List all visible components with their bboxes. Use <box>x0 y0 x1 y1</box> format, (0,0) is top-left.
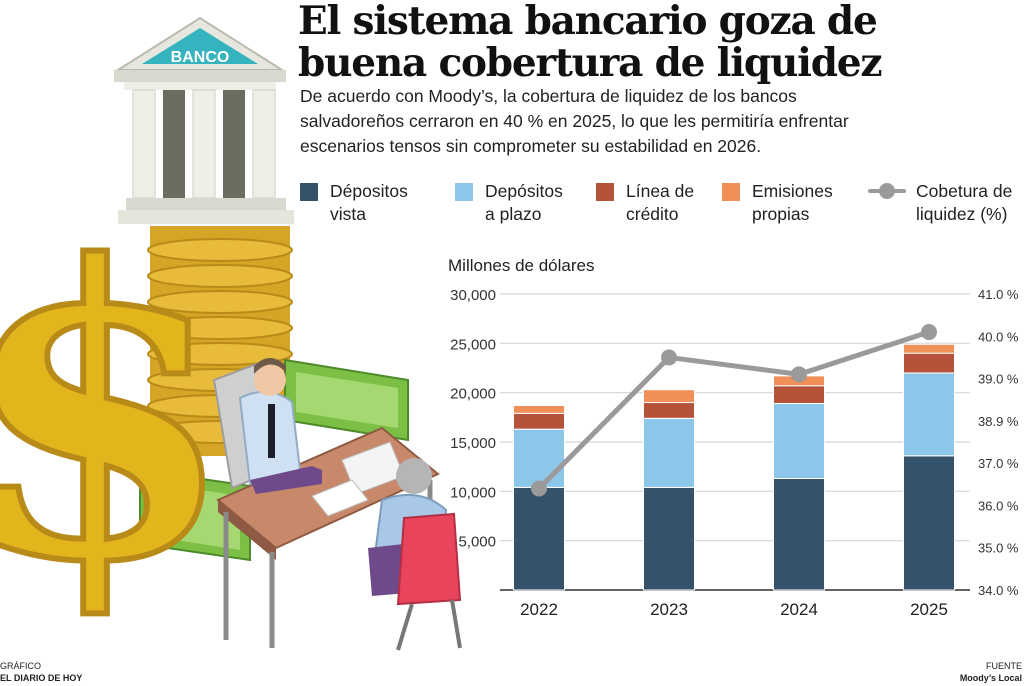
banker-man-icon <box>212 358 322 494</box>
bank-sign: BANCO <box>171 49 230 66</box>
bar-segment <box>773 478 825 591</box>
liquidity-line <box>537 329 930 491</box>
bank-building-icon: BANCO <box>114 16 294 224</box>
legend-swatch <box>596 183 614 201</box>
y-right-tick-label: 39.0 % <box>978 372 1019 387</box>
page-title: El sistema bancario goza de buena cobert… <box>298 0 1018 84</box>
title-line-2: buena cobertura de liquidez <box>298 40 883 86</box>
x-tick-label: 2022 <box>520 600 558 619</box>
x-tick-label: 2023 <box>650 600 688 619</box>
client-woman-icon <box>368 458 462 651</box>
bar-segment <box>643 486 695 591</box>
liquidity-point <box>921 324 937 341</box>
y-right-tick-label: 34.0 % <box>978 583 1019 598</box>
y-left-tick-label: 5,000 <box>458 534 496 551</box>
bar-segment <box>513 486 565 591</box>
y-axis-unit-label: Millones de dólares <box>448 256 595 275</box>
footer-source-name: Moody’s Local <box>959 673 1022 683</box>
legend-swatch <box>455 183 473 201</box>
footer-credit-label: GRÁFICO <box>0 661 42 671</box>
y-left-tick-label: 10,000 <box>450 484 496 501</box>
bar-segment <box>903 343 955 354</box>
x-tick-label: 2024 <box>780 600 818 619</box>
bar-segment <box>773 403 825 480</box>
subtitle: De acuerdo con Moody’s, la cobertura de … <box>300 86 849 156</box>
banknotes-icon <box>139 358 409 562</box>
y-right-tick-label: 38.9 % <box>978 414 1019 429</box>
footer-source: FUENTE Moody’s Local <box>960 660 1022 684</box>
liquidity-point <box>661 349 677 366</box>
legend-item-linea-credito: Línea de crédito <box>596 180 694 226</box>
legend-label: Emisiones propias <box>752 181 833 224</box>
bar-segment <box>513 404 565 414</box>
bar-segment <box>643 402 695 419</box>
legend-item-emisiones-propias: Emisiones propias <box>722 180 833 226</box>
title-line-1: El sistema bancario goza de <box>298 0 878 44</box>
svg-text:$: $ <box>0 180 235 650</box>
x-tick-label: 2025 <box>910 600 948 619</box>
bar-segment <box>903 372 955 457</box>
legend-label: Dépositos vista <box>330 181 408 224</box>
y-right-tick-label: 40.0 % <box>978 329 1019 344</box>
stacked-bar-line-chart: 5,000 10,000 15,000 20,000 25,000 30,000 34.0 … <box>450 287 1019 619</box>
legend-item-cobertura-liquidez: Cobetura de liquidez (%) <box>868 180 1012 226</box>
legend-item-depositos-plazo: Depósitos a plazo <box>455 180 563 226</box>
banking-illustration: BANCO $ <box>0 16 462 653</box>
footer-source-label: FUENTE <box>986 661 1022 671</box>
desk-icon <box>216 426 440 648</box>
legend-label: Cobetura de liquidez (%) <box>916 181 1013 224</box>
chart-legend: Dépositos vista Depósitos a plazo Línea … <box>0 180 1024 240</box>
y-right-tick-label: 35.0 % <box>978 541 1019 556</box>
bar-segment <box>643 389 695 404</box>
y-left-tick-label: 30,000 <box>450 287 496 304</box>
y-right-tick-label: 37.0 % <box>978 456 1019 471</box>
legend-swatch <box>722 183 740 201</box>
legend-label: Depósitos a plazo <box>485 181 563 224</box>
y-right-tick-label: 36.0 % <box>978 498 1019 513</box>
legend-item-depositos-vista: Dépositos vista <box>300 180 408 226</box>
liquidity-point <box>791 366 807 383</box>
y-right-tick-label: 41.0 % <box>978 287 1019 302</box>
bar-segment <box>643 417 695 488</box>
bar-segment <box>513 428 565 488</box>
legend-swatch <box>300 183 318 201</box>
bar-segment <box>773 385 825 405</box>
bar-segment <box>903 352 955 374</box>
y-left-tick-label: 15,000 <box>450 435 496 452</box>
liquidity-point <box>531 480 547 497</box>
footer-credit: GRÁFICO EL DIARIO DE HOY <box>0 660 82 684</box>
y-left-tick-label: 20,000 <box>450 386 496 403</box>
bar-segment <box>513 412 565 430</box>
bar-segment <box>903 455 955 591</box>
y-left-tick-label: 25,000 <box>450 336 496 353</box>
legend-line-marker <box>868 180 906 200</box>
dollar-sign-icon: $ <box>0 177 238 653</box>
legend-label: Línea de crédito <box>626 181 695 224</box>
footer-credit-name: EL DIARIO DE HOY <box>0 673 83 683</box>
